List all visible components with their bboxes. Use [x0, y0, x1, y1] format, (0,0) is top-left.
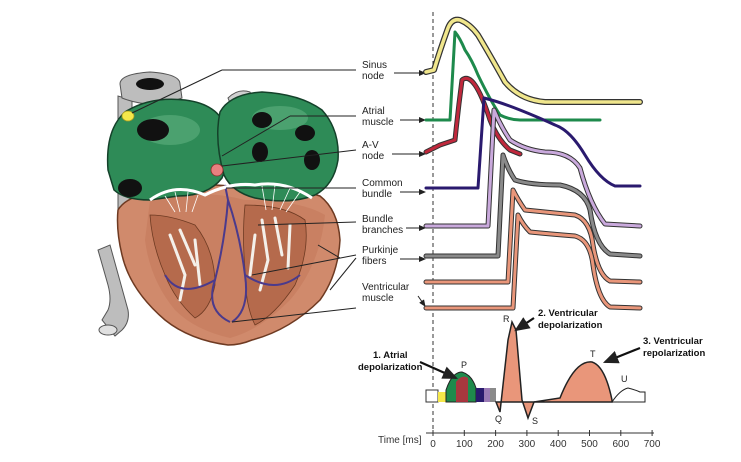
ap-purkinje-fibers-fill — [424, 153, 642, 258]
ap-ventricular-muscle-1 — [423, 187, 643, 285]
ap-sinus-node-fill — [424, 17, 642, 104]
time-axis-tick-label: 100 — [456, 439, 473, 450]
time-axis-ticks — [432, 430, 653, 436]
time-axis-tick-label: 600 — [612, 439, 629, 450]
ecg-pr-segment-red — [456, 376, 468, 402]
ecg-qrs-complex — [494, 319, 536, 421]
av-valve-area — [149, 182, 313, 202]
time-axis-tick-label: 0 — [430, 439, 436, 450]
label-common-bundle-2: bundle — [362, 189, 392, 200]
time-axis: Time [ms] 0 100 200 300 400 500 600 700 — [378, 430, 661, 450]
left-atrium — [217, 91, 339, 202]
time-axis-tick-label: 200 — [487, 439, 504, 450]
ecg-t-wave — [533, 361, 613, 403]
vena-cava-opening — [136, 78, 164, 90]
heart-illustration — [97, 71, 341, 346]
ecg-trace — [425, 319, 646, 421]
ecg-annotations: 1. Atrial depolarization 2. Ventricular … — [358, 308, 705, 373]
ap-ventricular-muscle-2 — [423, 212, 643, 311]
ecg-label-u: U — [621, 374, 628, 384]
annotation-atrial-depol-1: 1. Atrial — [373, 350, 408, 361]
ecg-label-r: R — [503, 314, 510, 324]
label-av-node-2: node — [362, 151, 385, 162]
ap-atrial-muscle — [424, 30, 602, 122]
ecg-label-s: S — [532, 416, 538, 426]
ap-bundle-branches-fill — [424, 108, 642, 228]
ap-purkinje-fibers — [423, 152, 643, 259]
ecg-pr-segment-gray — [490, 388, 496, 402]
label-sinus-node-2: node — [362, 71, 385, 82]
ecg-pr-segment-navy — [476, 388, 484, 402]
label-ventricular-muscle-1: Ventricular — [362, 282, 410, 293]
ecg-sinus-segment — [438, 392, 446, 402]
time-axis-tick-label: 700 — [644, 439, 661, 450]
annotation-ventricular-depol-1: 2. Ventricular — [538, 308, 598, 319]
time-axis-tick-label: 500 — [581, 439, 598, 450]
chordae-tendineae — [164, 184, 301, 213]
vein-openings — [118, 112, 320, 197]
annotation-atrial-depol-2: depolarization — [358, 362, 423, 373]
papillary-strands — [168, 216, 292, 302]
ap-av-node-fill — [424, 76, 522, 156]
inferior-vena-cava — [97, 244, 129, 337]
inferior-vena-cava-opening — [98, 324, 118, 336]
ecg-u-wave — [611, 387, 646, 403]
sinus-node — [121, 110, 135, 122]
ecg-label-q: Q — [495, 414, 502, 424]
label-av-node-1: A-V — [362, 140, 379, 151]
av-node — [210, 163, 224, 177]
ap-ventricular-muscle-1-fill — [424, 188, 642, 284]
time-axis-tick-label: 400 — [550, 439, 567, 450]
ecg-pr-segment-purple — [484, 388, 490, 402]
ap-common-bundle — [424, 96, 642, 190]
label-bundle-branches-2: branches — [362, 225, 403, 236]
label-bundle-branches-1: Bundle — [362, 214, 394, 225]
annotation-arrows — [419, 317, 641, 380]
ap-ventricular-muscle-2-fill — [424, 213, 642, 310]
ap-sinus-node — [423, 16, 643, 105]
time-axis-title: Time [ms] — [378, 435, 422, 446]
label-sinus-node-1: Sinus — [362, 60, 387, 71]
conduction-pathway — [164, 184, 301, 323]
annotation-ventricular-repol-2: repolarization — [643, 348, 705, 359]
annotation-ventricular-repol-1: 3. Ventricular — [643, 336, 703, 347]
leader-lines — [131, 69, 357, 323]
time-axis-tick-labels: 0 100 200 300 400 500 600 700 — [430, 439, 661, 450]
ecg-baseline-segment — [425, 389, 439, 403]
ecg-label-t: T — [590, 349, 596, 359]
label-ventricular-muscle-2: muscle — [362, 293, 394, 304]
label-common-bundle-1: Common — [362, 178, 403, 189]
ecg-wave-labels: P R Q S T U — [461, 314, 628, 426]
structure-labels: Sinus node Atrial muscle A-V node Common… — [362, 60, 410, 304]
label-atrial-muscle-1: Atrial — [362, 106, 385, 117]
time-axis-tick-label: 300 — [519, 439, 536, 450]
annotation-ventricular-depol-2: depolarization — [538, 320, 603, 331]
label-atrial-muscle-2: muscle — [362, 117, 394, 128]
label-purkinje-fibers-1: Purkinje — [362, 245, 399, 256]
action-potentials — [423, 16, 643, 311]
label-purkinje-fibers-2: fibers — [362, 256, 386, 267]
label-arrows — [392, 70, 426, 307]
ecg-label-p: P — [461, 360, 467, 370]
